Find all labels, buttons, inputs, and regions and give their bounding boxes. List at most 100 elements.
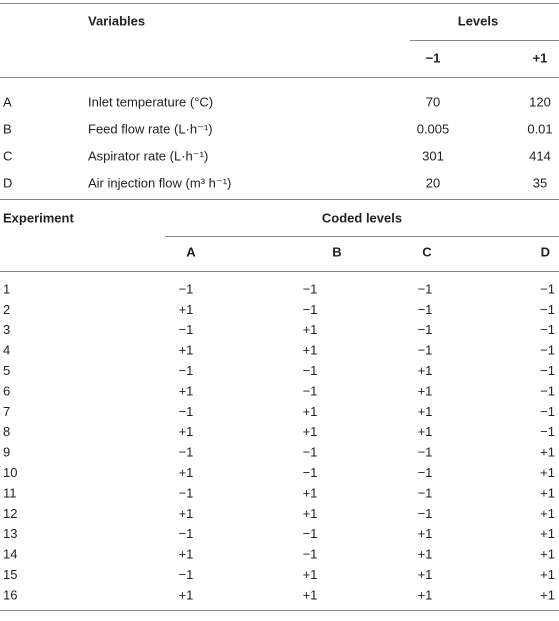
cell: −1 [303, 465, 318, 480]
header: Experiment [3, 210, 74, 225]
cell: +1 [418, 363, 433, 378]
cell: Aspirator rate (L·h⁻¹) [88, 148, 208, 163]
cell: −1 [540, 424, 555, 439]
cell: −1 [540, 383, 555, 398]
cell: +1 [418, 567, 433, 582]
header: Coded levels [322, 210, 402, 225]
cell: 10 [3, 465, 17, 480]
header: B [332, 244, 341, 259]
cell: +1 [540, 465, 555, 480]
cell: +1 [540, 526, 555, 541]
cell: −1 [418, 302, 433, 317]
cell: 35 [533, 175, 547, 190]
cell: −1 [418, 465, 433, 480]
cell: −1 [179, 404, 194, 419]
cell: −1 [418, 322, 433, 337]
cell: −1 [179, 281, 194, 296]
cell: −1 [418, 445, 433, 460]
cell: 14 [3, 547, 17, 562]
cell: +1 [540, 567, 555, 582]
cell: −1 [179, 322, 194, 337]
cell: −1 [540, 322, 555, 337]
cell: 9 [3, 445, 10, 460]
cell: +1 [303, 506, 318, 521]
cell: −1 [540, 281, 555, 296]
header: D [541, 244, 550, 259]
cell: 12 [3, 506, 17, 521]
cell: +1 [303, 322, 318, 337]
cell: −1 [418, 343, 433, 358]
cell: 8 [3, 424, 10, 439]
cell: +1 [540, 506, 555, 521]
cell: Inlet temperature (°C) [88, 94, 213, 109]
cell: +1 [303, 485, 318, 500]
cell: C [3, 148, 12, 163]
cell: −1 [179, 445, 194, 460]
header: Variables [88, 13, 145, 28]
cell: Air injection flow (m³ h⁻¹) [88, 175, 231, 190]
cell: 16 [3, 587, 17, 602]
cell: +1 [418, 526, 433, 541]
cell: +1 [179, 424, 194, 439]
cell: 6 [3, 383, 10, 398]
cell: +1 [303, 424, 318, 439]
cell: −1 [418, 485, 433, 500]
cell: 0.005 [417, 121, 450, 136]
header: Levels [458, 13, 498, 28]
cell: 3 [3, 322, 10, 337]
cell: +1 [179, 587, 194, 602]
cell: −1 [179, 567, 194, 582]
cell: +1 [418, 547, 433, 562]
cell: +1 [179, 302, 194, 317]
cell: −1 [540, 343, 555, 358]
cell: 4 [3, 343, 10, 358]
cell: +1 [540, 485, 555, 500]
cell: +1 [418, 404, 433, 419]
header: −1 [426, 50, 441, 65]
cell: +1 [179, 383, 194, 398]
cell: −1 [179, 363, 194, 378]
cell: −1 [540, 404, 555, 419]
cell: +1 [303, 567, 318, 582]
cell: +1 [303, 587, 318, 602]
cell: −1 [303, 445, 318, 460]
cell: −1 [179, 485, 194, 500]
cell: −1 [540, 363, 555, 378]
cell: 0.01 [527, 121, 552, 136]
cell: +1 [179, 465, 194, 480]
cell: 301 [422, 148, 444, 163]
cell: +1 [418, 587, 433, 602]
header: +1 [533, 50, 548, 65]
cell: 11 [3, 485, 17, 500]
cell: −1 [179, 526, 194, 541]
cell: +1 [418, 424, 433, 439]
cell: +1 [418, 383, 433, 398]
cell: 1 [3, 281, 10, 296]
cell: +1 [179, 343, 194, 358]
cell: 20 [426, 175, 440, 190]
cell: 7 [3, 404, 10, 419]
cell: +1 [540, 587, 555, 602]
cell: +1 [540, 547, 555, 562]
cell: −1 [303, 363, 318, 378]
cell: −1 [303, 383, 318, 398]
cell: B [3, 121, 12, 136]
cell: −1 [303, 281, 318, 296]
cell: −1 [418, 281, 433, 296]
cell: +1 [179, 547, 194, 562]
header: C [422, 244, 432, 259]
cell: +1 [179, 506, 194, 521]
cell: +1 [540, 445, 555, 460]
cell: 70 [426, 94, 440, 109]
cell: Feed flow rate (L·h⁻¹) [88, 121, 213, 136]
cell: A [3, 94, 12, 109]
cell: 5 [3, 363, 10, 378]
header: A [186, 244, 196, 259]
cell: 15 [3, 567, 17, 582]
cell: +1 [303, 404, 318, 419]
cell: 13 [3, 526, 17, 541]
cell: −1 [303, 547, 318, 562]
cell: +1 [303, 343, 318, 358]
